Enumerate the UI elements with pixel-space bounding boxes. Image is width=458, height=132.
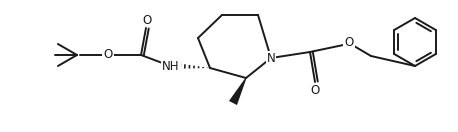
Text: O: O	[344, 37, 354, 50]
Text: O: O	[142, 13, 152, 27]
Text: NH: NH	[162, 60, 180, 74]
Polygon shape	[229, 78, 246, 105]
Text: O: O	[104, 48, 113, 62]
Text: O: O	[311, 84, 320, 96]
Text: N: N	[267, 51, 275, 65]
